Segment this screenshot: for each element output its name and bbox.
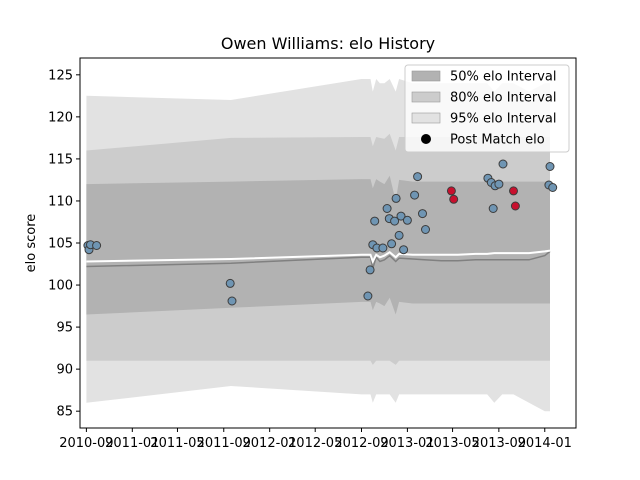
- y-tick-label: 85: [56, 405, 73, 420]
- x-tick-label: 2013-01: [380, 436, 434, 451]
- post-match-point: [363, 291, 373, 301]
- post-match-point: [225, 278, 235, 288]
- interval-bands: [86, 79, 551, 412]
- y-tick-label: 95: [56, 321, 73, 336]
- post-match-point: [370, 216, 380, 226]
- post-match-point: [378, 243, 388, 253]
- y-tick-label: 100: [48, 279, 73, 294]
- y-tick-label: 120: [48, 110, 73, 125]
- post-match-point: [387, 239, 397, 249]
- x-tick-label: 2011-01: [105, 436, 159, 451]
- band-50-elo-interval: [86, 175, 551, 315]
- legend-marker: [421, 134, 431, 144]
- post-match-point: [227, 296, 237, 306]
- mean-line: [86, 249, 551, 265]
- post-match-point: [418, 209, 427, 219]
- post-match-point: [399, 245, 409, 255]
- post-match-point: [396, 211, 406, 221]
- y-tick-label: 105: [48, 237, 73, 252]
- post-match-point: [421, 225, 430, 234]
- legend-label: 95% elo Interval: [450, 112, 557, 127]
- post-match-point: [548, 183, 558, 192]
- y-tick-label: 110: [48, 194, 73, 209]
- post-match-point: [488, 204, 498, 213]
- x-tick-label: 2011-09: [197, 436, 251, 451]
- x-tick-label: 2012-05: [288, 436, 342, 451]
- post-match-point: [446, 186, 456, 196]
- post-match-point: [365, 265, 375, 275]
- x-tick-label: 2014-01: [518, 436, 572, 451]
- x-tick-label: 2011-05: [150, 436, 204, 451]
- y-tick-label: 115: [48, 152, 73, 167]
- data-points: [83, 159, 558, 306]
- legend-swatch: [411, 112, 441, 124]
- x-axis: 2010-092011-012011-052011-092012-012012-…: [59, 428, 572, 451]
- legend-box: [404, 64, 570, 153]
- y-tick-label: 90: [56, 363, 73, 378]
- post-match-point: [382, 204, 392, 213]
- legend-label: 80% elo Interval: [450, 91, 557, 106]
- trend-lines: [86, 249, 551, 272]
- x-tick-label: 2013-05: [425, 436, 479, 451]
- x-tick-label: 2013-09: [472, 436, 526, 451]
- legend-swatch: [411, 91, 441, 103]
- post-match-point: [498, 159, 508, 169]
- post-match-point: [510, 201, 520, 211]
- x-tick-label: 2012-09: [334, 436, 388, 451]
- post-match-point: [394, 230, 404, 240]
- y-axis: 85 90 95 100 105 110 115 120 125: [48, 68, 80, 420]
- post-match-point: [545, 162, 555, 171]
- post-match-point: [410, 190, 420, 200]
- legend-swatch: [411, 70, 441, 82]
- y-axis-label: elo score: [24, 214, 39, 273]
- median-line: [86, 250, 551, 272]
- post-match-point: [494, 179, 504, 189]
- legend-label: Post Match elo: [450, 133, 545, 148]
- chart-title: Owen Williams: elo History: [221, 34, 435, 53]
- post-match-point: [413, 172, 423, 182]
- post-match-point: [390, 216, 400, 226]
- legend: 50% elo Interval 80% elo Interval 95% elo …: [404, 64, 570, 153]
- post-match-point: [509, 186, 518, 196]
- post-match-point: [391, 193, 401, 203]
- x-tick-label: 2012-01: [243, 436, 297, 451]
- legend-label: 50% elo Interval: [450, 70, 557, 85]
- post-match-point: [92, 241, 102, 250]
- x-tick-label: 2010-09: [59, 436, 113, 451]
- y-tick-label: 125: [48, 68, 73, 83]
- post-match-point: [402, 215, 412, 225]
- post-match-point: [449, 194, 459, 204]
